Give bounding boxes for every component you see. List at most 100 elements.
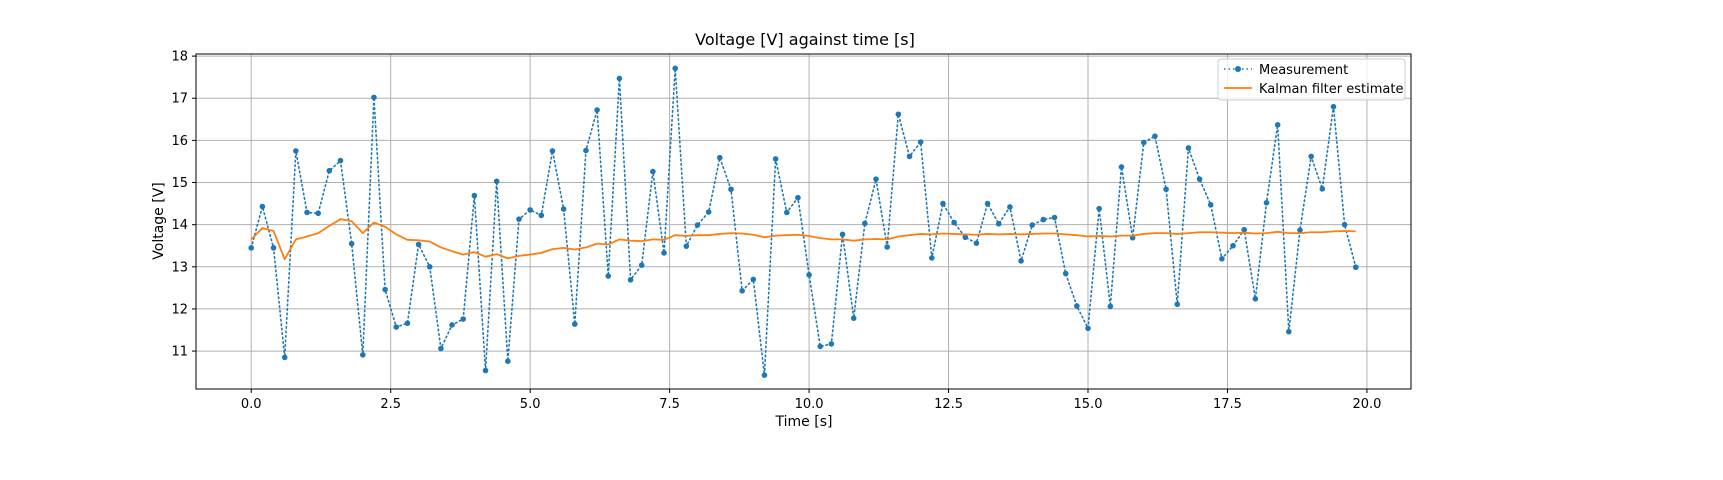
measurement-point: [270, 245, 277, 251]
measurement-point: [1152, 133, 1158, 139]
measurement-point: [1263, 199, 1270, 206]
measurement-point: [1007, 204, 1013, 210]
measurement-point: [1062, 270, 1069, 277]
measurement-point: [449, 322, 455, 328]
measurement-point: [1085, 325, 1091, 332]
measurement-point: [1163, 186, 1169, 193]
measurement-point: [783, 209, 790, 216]
measurement-point: [705, 209, 712, 215]
measurement-point: [594, 107, 600, 113]
measurement-point: [605, 273, 612, 279]
measurement-point: [850, 315, 857, 322]
measurement-point: [538, 212, 545, 219]
measurement-point: [415, 241, 422, 248]
x-tick-label: 2.5: [380, 397, 401, 412]
measurement-point: [839, 231, 846, 238]
measurement-point: [516, 216, 522, 222]
legend-box: [1217, 58, 1406, 101]
series-layer: [248, 65, 1359, 378]
measurement-point: [616, 75, 623, 82]
measurement-point: [404, 320, 411, 327]
measurement-point: [259, 203, 266, 210]
x-tick-label: 5.0: [520, 397, 541, 412]
measurement-point: [1352, 264, 1359, 271]
measurement-point: [739, 288, 745, 294]
measurement-point: [337, 157, 344, 164]
y-axis-ticks: 11 12 13 14 15 16 17 18: [171, 50, 196, 360]
y-tick-label: 11: [171, 345, 188, 360]
measurement-point: [862, 220, 868, 227]
measurement-point: [1230, 242, 1236, 249]
y-tick-label: 13: [171, 260, 188, 275]
measurement-point: [694, 222, 701, 228]
measurement-point: [382, 286, 388, 293]
measurement-point: [348, 240, 355, 247]
measurement-point: [817, 343, 824, 350]
measurement-point: [728, 186, 734, 193]
measurement-point: [828, 341, 835, 347]
measurement-point: [560, 206, 567, 212]
y-tick-label: 16: [171, 134, 188, 149]
measurement-series-line: [250, 67, 1357, 376]
measurement-point: [772, 156, 779, 162]
measurement-point: [951, 219, 957, 226]
measurement-point: [1029, 222, 1036, 228]
measurement-point: [460, 316, 467, 322]
x-tick-label: 20.0: [1352, 397, 1381, 412]
x-tick-label: 10.0: [795, 397, 824, 412]
measurement-point: [627, 277, 634, 283]
measurement-point: [583, 147, 589, 154]
measurement-point: [248, 245, 255, 251]
measurement-point: [1051, 214, 1058, 221]
chart-title: Voltage [V] against time [s]: [695, 30, 915, 49]
measurement-point: [1207, 202, 1214, 208]
measurement-point: [906, 153, 913, 160]
measurement-point: [806, 272, 812, 278]
measurement-point: [471, 192, 478, 199]
measurement-point: [873, 176, 879, 182]
measurement-point: [683, 243, 690, 249]
measurement-point: [1040, 216, 1047, 223]
measurement-point: [984, 200, 991, 207]
x-axis-ticks: 0.0 2.5 5.0 7.5 10.0 12.5 15.0 17.5 20.0: [241, 389, 1381, 412]
measurement-point: [549, 148, 556, 154]
measurement-point: [895, 111, 902, 118]
measurement-point: [1241, 226, 1248, 233]
measurement-point: [281, 354, 288, 361]
measurement-point: [1319, 186, 1326, 192]
measurement-point: [638, 262, 645, 268]
measurement-point: [1196, 176, 1203, 182]
measurement-point: [650, 168, 656, 175]
measurement-point: [571, 321, 578, 327]
measurement-point: [438, 345, 444, 352]
measurement-point: [884, 244, 890, 250]
measurement-point: [482, 367, 489, 374]
y-tick-label: 12: [171, 302, 188, 317]
measurement-point: [973, 240, 980, 247]
measurement-point: [1330, 103, 1337, 110]
measurement-point: [929, 255, 935, 261]
measurement-point: [426, 263, 433, 270]
legend-measurement-label: Measurement: [1259, 63, 1348, 78]
measurement-point: [304, 209, 310, 216]
measurement-point: [1219, 255, 1225, 262]
measurement-point: [750, 276, 757, 283]
measurement-point: [493, 178, 500, 185]
grid: [196, 54, 1411, 389]
measurement-point: [505, 358, 511, 364]
measurement-point: [1174, 301, 1181, 308]
measurement-point: [1297, 227, 1303, 233]
measurement-point: [1018, 258, 1024, 264]
legend-measurement-marker: [1235, 66, 1241, 72]
measurement-point: [995, 221, 1002, 227]
measurement-point: [1308, 153, 1314, 160]
measurement-point: [527, 207, 533, 213]
legend: Measurement Kalman filter estimate: [1217, 58, 1406, 101]
measurement-point: [315, 210, 321, 217]
measurement-point: [1286, 328, 1292, 335]
x-tick-label: 0.0: [241, 397, 262, 412]
measurement-point: [393, 324, 400, 330]
x-axis-label: Time [s]: [775, 414, 833, 430]
measurement-point: [1274, 121, 1281, 128]
measurement-point: [1252, 296, 1259, 302]
